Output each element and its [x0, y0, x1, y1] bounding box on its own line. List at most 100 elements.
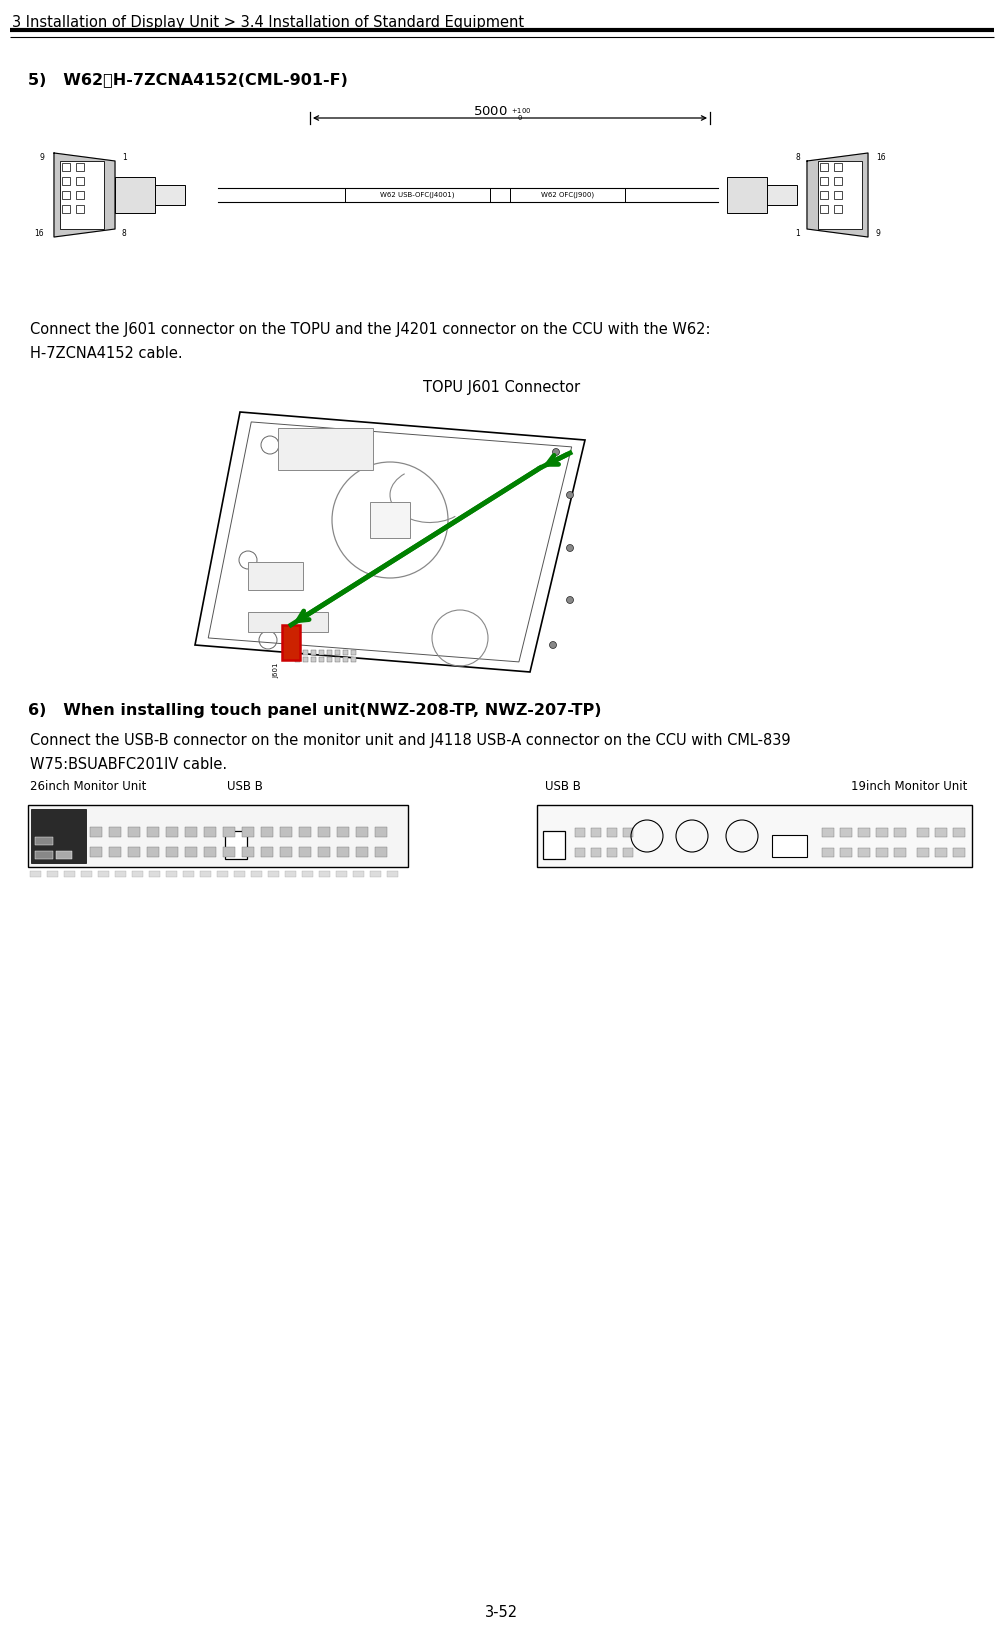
Bar	[295, 650, 300, 655]
Bar	[370, 871, 380, 876]
Circle shape	[552, 449, 559, 455]
Bar	[131, 871, 142, 876]
Bar	[591, 848, 601, 857]
Text: W62 USB-OFC(J4001): W62 USB-OFC(J4001)	[380, 192, 454, 198]
Bar	[311, 650, 316, 655]
Text: 3 Installation of Display Unit > 3.4 Installation of Standard Equipment: 3 Installation of Display Unit > 3.4 Ins…	[12, 15, 524, 29]
Bar	[510, 188, 625, 201]
Text: 1: 1	[122, 152, 126, 162]
Bar	[295, 657, 300, 662]
Bar	[90, 847, 102, 857]
Bar	[56, 852, 72, 858]
Bar	[318, 827, 330, 837]
Bar	[356, 827, 368, 837]
Bar	[35, 837, 53, 845]
Text: J601: J601	[273, 662, 279, 678]
Circle shape	[566, 544, 573, 552]
Bar	[165, 847, 178, 857]
Bar	[351, 650, 356, 655]
Bar	[726, 177, 766, 213]
Bar	[353, 871, 364, 876]
Bar	[248, 613, 328, 632]
Bar	[386, 871, 397, 876]
Bar	[299, 827, 311, 837]
Text: USB B: USB B	[227, 780, 262, 793]
Bar	[282, 626, 300, 660]
Bar	[375, 827, 386, 837]
Bar	[916, 848, 928, 857]
Bar	[335, 650, 340, 655]
Circle shape	[549, 642, 556, 649]
Text: 19inch Monitor Unit: 19inch Monitor Unit	[850, 780, 966, 793]
Bar	[833, 177, 842, 185]
Bar	[858, 848, 870, 857]
Bar	[537, 804, 971, 867]
Bar	[319, 650, 324, 655]
Bar	[204, 827, 216, 837]
Bar	[876, 848, 887, 857]
Bar	[821, 827, 833, 837]
Text: Connect the J601 connector on the TOPU and the J4201 connector on the CCU with t: Connect the J601 connector on the TOPU a…	[30, 323, 710, 337]
Text: USB B: USB B	[545, 780, 581, 793]
Bar	[90, 827, 102, 837]
Bar	[35, 852, 53, 858]
Bar	[31, 809, 86, 863]
Text: 26inch Monitor Unit: 26inch Monitor Unit	[30, 780, 146, 793]
Bar	[47, 871, 58, 876]
Bar	[575, 848, 585, 857]
Bar	[876, 827, 887, 837]
Bar	[858, 827, 870, 837]
Circle shape	[566, 596, 573, 603]
Bar	[98, 871, 109, 876]
Bar	[591, 827, 601, 837]
Bar	[607, 848, 617, 857]
Text: Connect the USB-B connector on the monitor unit and J4118 USB-A connector on the: Connect the USB-B connector on the monit…	[30, 732, 789, 749]
Bar	[278, 428, 373, 470]
Bar	[893, 827, 905, 837]
Bar	[819, 192, 827, 198]
Bar	[223, 827, 235, 837]
Bar	[303, 657, 308, 662]
Bar	[165, 827, 178, 837]
Bar	[148, 871, 159, 876]
Text: W75:BSUABFC201IV cable.: W75:BSUABFC201IV cable.	[30, 757, 227, 771]
Bar	[127, 827, 139, 837]
Bar	[821, 848, 833, 857]
Bar	[76, 177, 84, 185]
Text: 16: 16	[34, 228, 44, 238]
Bar	[242, 847, 254, 857]
Bar	[204, 847, 216, 857]
Bar	[242, 827, 254, 837]
Bar	[934, 827, 946, 837]
Bar	[335, 657, 340, 662]
Text: H-7ZCNA4152 cable.: H-7ZCNA4152 cable.	[30, 346, 183, 360]
Bar	[356, 847, 368, 857]
Bar	[280, 847, 292, 857]
Bar	[302, 871, 313, 876]
Bar	[343, 657, 348, 662]
Text: 16: 16	[876, 152, 885, 162]
Bar	[819, 164, 827, 170]
Bar	[840, 848, 852, 857]
Bar	[62, 177, 70, 185]
Bar	[343, 650, 348, 655]
Bar	[623, 827, 632, 837]
Bar	[64, 871, 75, 876]
Bar	[370, 501, 409, 537]
Bar	[299, 847, 311, 857]
Bar	[303, 650, 308, 655]
Bar	[337, 827, 349, 837]
Bar	[327, 657, 332, 662]
Bar	[766, 185, 796, 205]
Bar	[280, 827, 292, 837]
Bar	[28, 804, 407, 867]
Bar	[62, 192, 70, 198]
Bar	[819, 205, 827, 213]
Bar	[261, 847, 273, 857]
Bar	[185, 847, 197, 857]
Bar	[318, 847, 330, 857]
Bar	[109, 847, 121, 857]
Circle shape	[566, 491, 573, 498]
Bar	[165, 871, 177, 876]
Text: TOPU J601 Connector: TOPU J601 Connector	[423, 380, 580, 395]
